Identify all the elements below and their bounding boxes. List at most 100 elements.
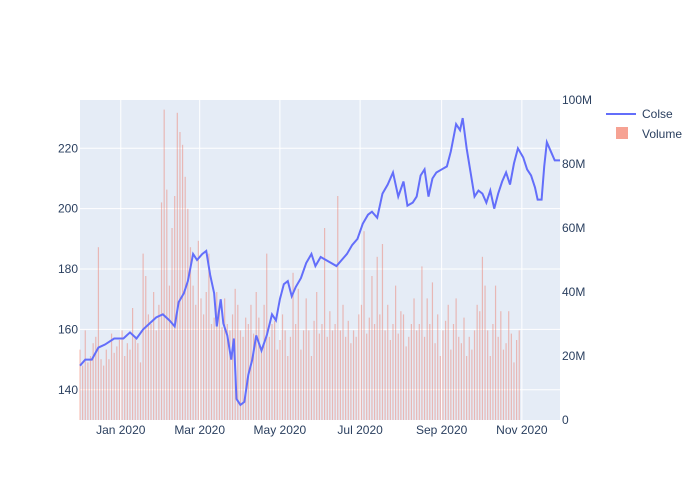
volume-bar xyxy=(150,324,152,420)
volume-bar xyxy=(497,336,499,420)
volume-bar xyxy=(87,362,89,420)
volume-bar xyxy=(279,340,281,420)
y-left-tick-label: 220 xyxy=(58,141,78,155)
volume-bar xyxy=(392,324,394,420)
volume-bar xyxy=(129,349,131,420)
volume-bar xyxy=(132,308,134,420)
legend-label-volume[interactable]: Volume xyxy=(642,127,682,141)
legend: Colse Volume xyxy=(606,107,682,141)
volume-bar xyxy=(79,349,81,420)
volume-bar xyxy=(331,330,334,420)
volume-bar xyxy=(444,320,447,420)
volume-bar xyxy=(108,359,110,420)
volume-bar xyxy=(242,336,244,420)
volume-bar xyxy=(421,266,423,420)
volume-bar xyxy=(110,333,113,420)
y-right-axis-ticks: 0 20M 40M 60M 80M 100M xyxy=(562,93,592,427)
volume-bar xyxy=(481,256,484,420)
volume-bar xyxy=(295,324,297,420)
volume-bar xyxy=(350,343,352,420)
volume-bar xyxy=(505,343,507,420)
volume-bar xyxy=(210,324,213,420)
volume-bar xyxy=(487,330,489,420)
volume-bar xyxy=(402,314,405,420)
y-left-tick-label: 200 xyxy=(58,202,78,216)
y-left-tick-label: 160 xyxy=(58,322,78,336)
volume-bar xyxy=(287,356,289,420)
volume-bar xyxy=(468,336,470,420)
volume-bar xyxy=(471,349,473,420)
volume-bar xyxy=(347,320,349,420)
x-tick-label: Mar 2020 xyxy=(174,423,225,437)
volume-bar xyxy=(226,324,228,420)
volume-bar xyxy=(321,324,323,420)
volume-bar xyxy=(200,298,202,420)
volume-bar xyxy=(476,304,478,420)
volume-bar xyxy=(213,317,215,420)
volume-bar xyxy=(426,298,428,420)
x-tick-label: Jul 2020 xyxy=(337,423,383,437)
volume-bar xyxy=(218,308,220,420)
volume-bar xyxy=(84,330,86,420)
volume-bar xyxy=(239,330,242,420)
volume-bar xyxy=(431,282,434,420)
volume-bar xyxy=(121,330,123,420)
volume-bar xyxy=(381,244,384,420)
volume-bar xyxy=(231,314,234,420)
volume-bar xyxy=(494,285,497,420)
volume-bar xyxy=(95,336,97,420)
y-right-tick-label: 40M xyxy=(562,285,585,299)
x-tick-label: May 2020 xyxy=(254,423,307,437)
volume-bar xyxy=(460,343,462,420)
volume-bar xyxy=(439,356,441,420)
volume-bar xyxy=(302,330,305,420)
volume-bar xyxy=(134,336,136,420)
legend-label-colse[interactable]: Colse xyxy=(642,107,673,121)
volume-bar xyxy=(489,356,491,420)
volume-bar xyxy=(160,202,163,420)
volume-bar xyxy=(305,298,307,420)
volume-bar xyxy=(224,298,226,420)
x-tick-label: Nov 2020 xyxy=(496,423,548,437)
volume-bar xyxy=(492,324,494,420)
volume-bar xyxy=(458,336,460,420)
volume-bar xyxy=(313,320,315,420)
volume-bar xyxy=(310,356,313,420)
volume-bar xyxy=(358,314,360,420)
volume-bar xyxy=(339,330,341,420)
x-tick-label: Jan 2020 xyxy=(96,423,146,437)
volume-bar xyxy=(260,349,263,420)
y-right-tick-label: 80M xyxy=(562,157,585,171)
x-axis-ticks: Jan 2020 Mar 2020 May 2020 Jul 2020 Sep 2020… xyxy=(96,423,548,437)
volume-bar xyxy=(360,304,363,420)
volume-bar xyxy=(205,292,207,420)
volume-bar xyxy=(145,276,147,420)
volume-bar xyxy=(408,336,410,420)
volume-bar xyxy=(82,365,84,420)
volume-bar xyxy=(452,324,455,420)
volume-bar xyxy=(316,292,318,420)
volume-bar xyxy=(229,330,231,420)
volume-bar xyxy=(126,343,128,420)
volume-bar xyxy=(158,304,160,420)
volume-bar xyxy=(89,356,92,420)
volume-bar xyxy=(373,324,376,420)
volume-bar xyxy=(400,311,402,420)
volume-bar xyxy=(153,292,155,420)
volume-bar xyxy=(297,288,299,420)
volume-bar xyxy=(142,253,144,420)
volume-bar xyxy=(187,208,189,420)
legend-swatch-volume[interactable] xyxy=(616,127,628,139)
volume-bar xyxy=(92,343,94,420)
volume-bar xyxy=(105,349,107,420)
volume-bar xyxy=(363,231,365,420)
volume-bar xyxy=(181,144,184,421)
volume-bar xyxy=(252,333,255,420)
volume-bar xyxy=(163,109,165,420)
volume-bar xyxy=(379,314,381,420)
volume-bar xyxy=(318,333,320,420)
volume-bar xyxy=(179,132,181,420)
y-left-tick-label: 140 xyxy=(58,383,78,397)
volume-bar xyxy=(168,285,171,420)
volume-bar xyxy=(155,330,157,420)
